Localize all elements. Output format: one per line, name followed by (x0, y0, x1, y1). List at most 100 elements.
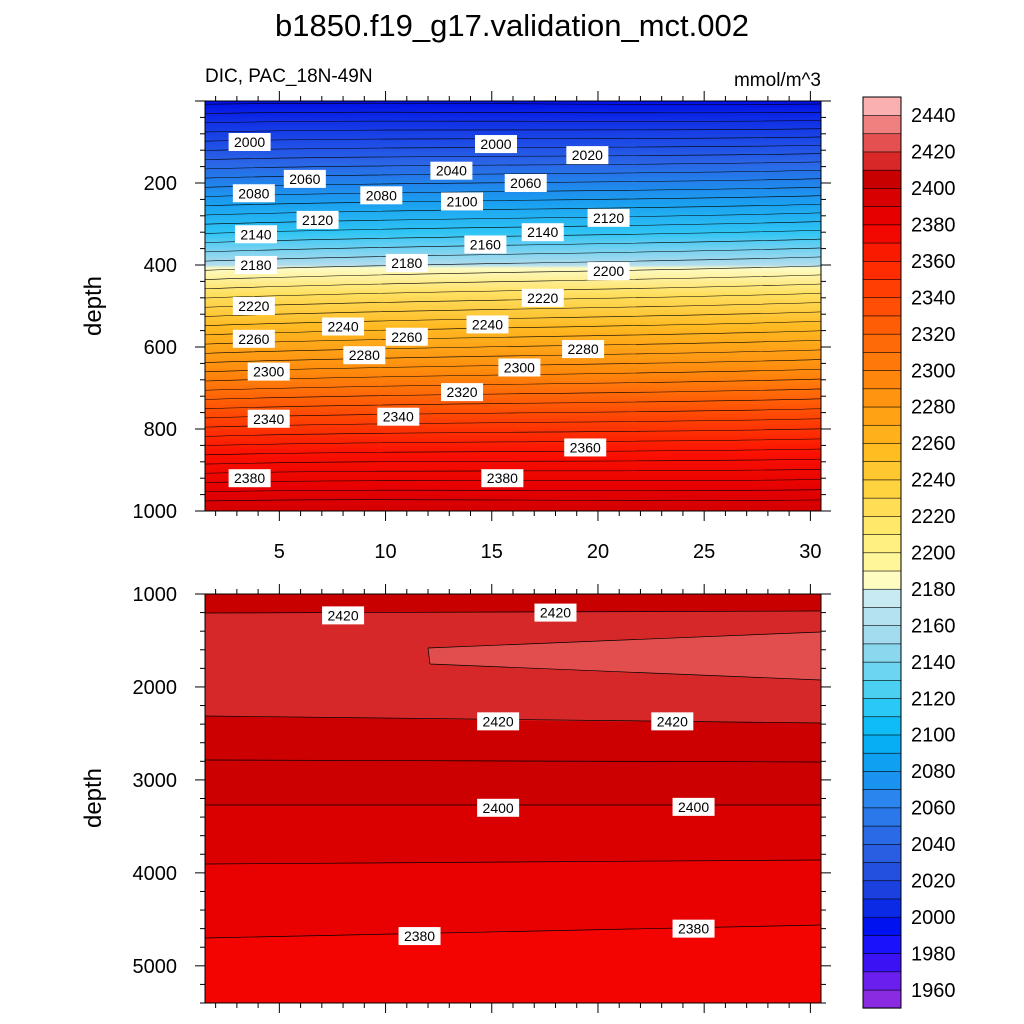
lower-contour-labels: 2420 2420 2420 2420 2400 2400 2380 2380 (322, 603, 715, 946)
contour-label-text: 2380 (404, 928, 435, 944)
y-tick-label: 2000 (133, 677, 178, 699)
contour-label: 2160 (464, 235, 507, 254)
colorbar-box (862, 133, 902, 153)
contour-label-box (566, 146, 609, 165)
colorbar-box (862, 697, 902, 718)
contour-line (205, 203, 821, 216)
contour-label-box (232, 329, 275, 348)
contour-line (205, 458, 821, 465)
colorbar-label: 2360 (911, 251, 956, 273)
contour-label-box (475, 135, 518, 154)
contour-label-text: 2040 (436, 163, 467, 179)
contour-line (205, 161, 821, 170)
contour-line (205, 330, 821, 345)
contour-label-box (466, 315, 509, 334)
colorbar-label: 2340 (911, 287, 956, 309)
colorbar-label: 2420 (911, 142, 956, 164)
colorbar-box (862, 898, 902, 918)
contour-line (205, 212, 821, 225)
contour-label-text: 2220 (527, 290, 558, 306)
colorbar-box (862, 861, 902, 882)
contour-label: 2380 (398, 927, 441, 946)
contour-line (205, 238, 821, 253)
contour-label-text: 2220 (238, 298, 269, 314)
colorbar-label: 2200 (911, 543, 956, 565)
colorbar-box (862, 333, 902, 353)
y-tick-label: 400 (144, 255, 177, 277)
upper-contour-labels: 2000 2000 2020 2040 2060 2060 2080 2080 2100 2120… (228, 133, 630, 488)
colorbar-box (862, 242, 902, 262)
colorbar-box (862, 96, 902, 116)
contour-line (205, 265, 821, 280)
colorbar-box (862, 497, 902, 517)
contour-label: 2400 (477, 798, 520, 817)
contour-label: 2380 (672, 919, 715, 938)
colorbar-box (862, 442, 902, 462)
contour-label-box (283, 169, 326, 188)
contour-label-box (477, 712, 520, 731)
contour-line (205, 221, 821, 234)
colorbar-box (862, 461, 902, 481)
colorbar-box (862, 588, 902, 608)
contour-label: 2060 (283, 169, 326, 188)
colorbar-box (862, 625, 902, 645)
contour-line (205, 499, 821, 502)
colorbar-box (862, 716, 902, 736)
colorbar-label: 2180 (911, 579, 956, 601)
contour-label-box (481, 469, 524, 488)
lower-axis-ticks: 1000 2000 3000 4000 5000 (133, 584, 831, 1013)
contour-label: 2240 (466, 315, 509, 334)
colorbar: 1960 1980 2000 2020 2040 2060 2080 2100 2120 2140… (862, 96, 956, 1009)
variable-label: DIC, PAC_18N-49N (205, 66, 373, 87)
figure-title: b1850.f19_g17.validation_mct.002 (275, 8, 749, 43)
contour-label-box (232, 297, 275, 315)
contour-line (205, 428, 821, 437)
colorbar-label: 2320 (911, 324, 956, 346)
contour-label: 2140 (234, 225, 277, 244)
contour-label: 2120 (296, 210, 339, 229)
colorbar-label: 2160 (911, 615, 956, 637)
contour-label-box (343, 346, 386, 365)
colorbar-label: 1960 (911, 980, 956, 1002)
contour-label-box (521, 223, 564, 242)
colorbar-label: 2400 (911, 178, 956, 200)
upper-contour-lines (205, 102, 821, 502)
contour-label-text: 2420 (657, 713, 688, 729)
colorbar-box (862, 315, 902, 335)
x-tick-label: 10 (374, 541, 396, 563)
contour-label-box (398, 927, 441, 946)
x-tick-label: 30 (799, 541, 821, 563)
contour-label: 2080 (232, 184, 275, 203)
colorbar-label: 2080 (911, 761, 956, 783)
lower-band-2380 (205, 925, 821, 1003)
contour-label: 2380 (228, 469, 271, 488)
contour-label-text: 2100 (446, 193, 477, 209)
lower-y-axis-label: depth (80, 768, 107, 828)
colorbar-box (862, 169, 902, 189)
contour-line (205, 111, 821, 114)
contour-label: 2300 (498, 358, 541, 377)
colorbar-box (862, 752, 902, 772)
lower-band-2410 (205, 716, 821, 805)
contour-label-text: 2420 (327, 607, 358, 623)
x-tick-label: 25 (693, 541, 715, 563)
contour-label-text: 2380 (234, 470, 265, 486)
upper-y-axis-label: depth (80, 276, 107, 336)
contour-line (205, 229, 821, 243)
colorbar-box (862, 351, 902, 371)
contour-label-box (477, 798, 520, 817)
contour-label: 2340 (377, 407, 420, 426)
y-tick-label: 1000 (133, 501, 178, 523)
contour-label-text: 2280 (349, 347, 380, 363)
upper-panel: 5 10 15 20 25 30 200 400 600 800 1000 2000 2000 2020… (80, 91, 831, 563)
contour-label: 2180 (234, 256, 277, 274)
colorbar-box (862, 606, 902, 626)
contour-line (205, 320, 821, 336)
contour-line (205, 418, 821, 428)
lower-band-2400 (205, 805, 821, 864)
contour-label-box (562, 340, 605, 359)
contour-label-box (228, 133, 271, 151)
y-tick-label: 800 (144, 419, 177, 441)
contour-label-text: 2180 (240, 257, 271, 273)
contour-label-text: 2080 (366, 187, 397, 203)
